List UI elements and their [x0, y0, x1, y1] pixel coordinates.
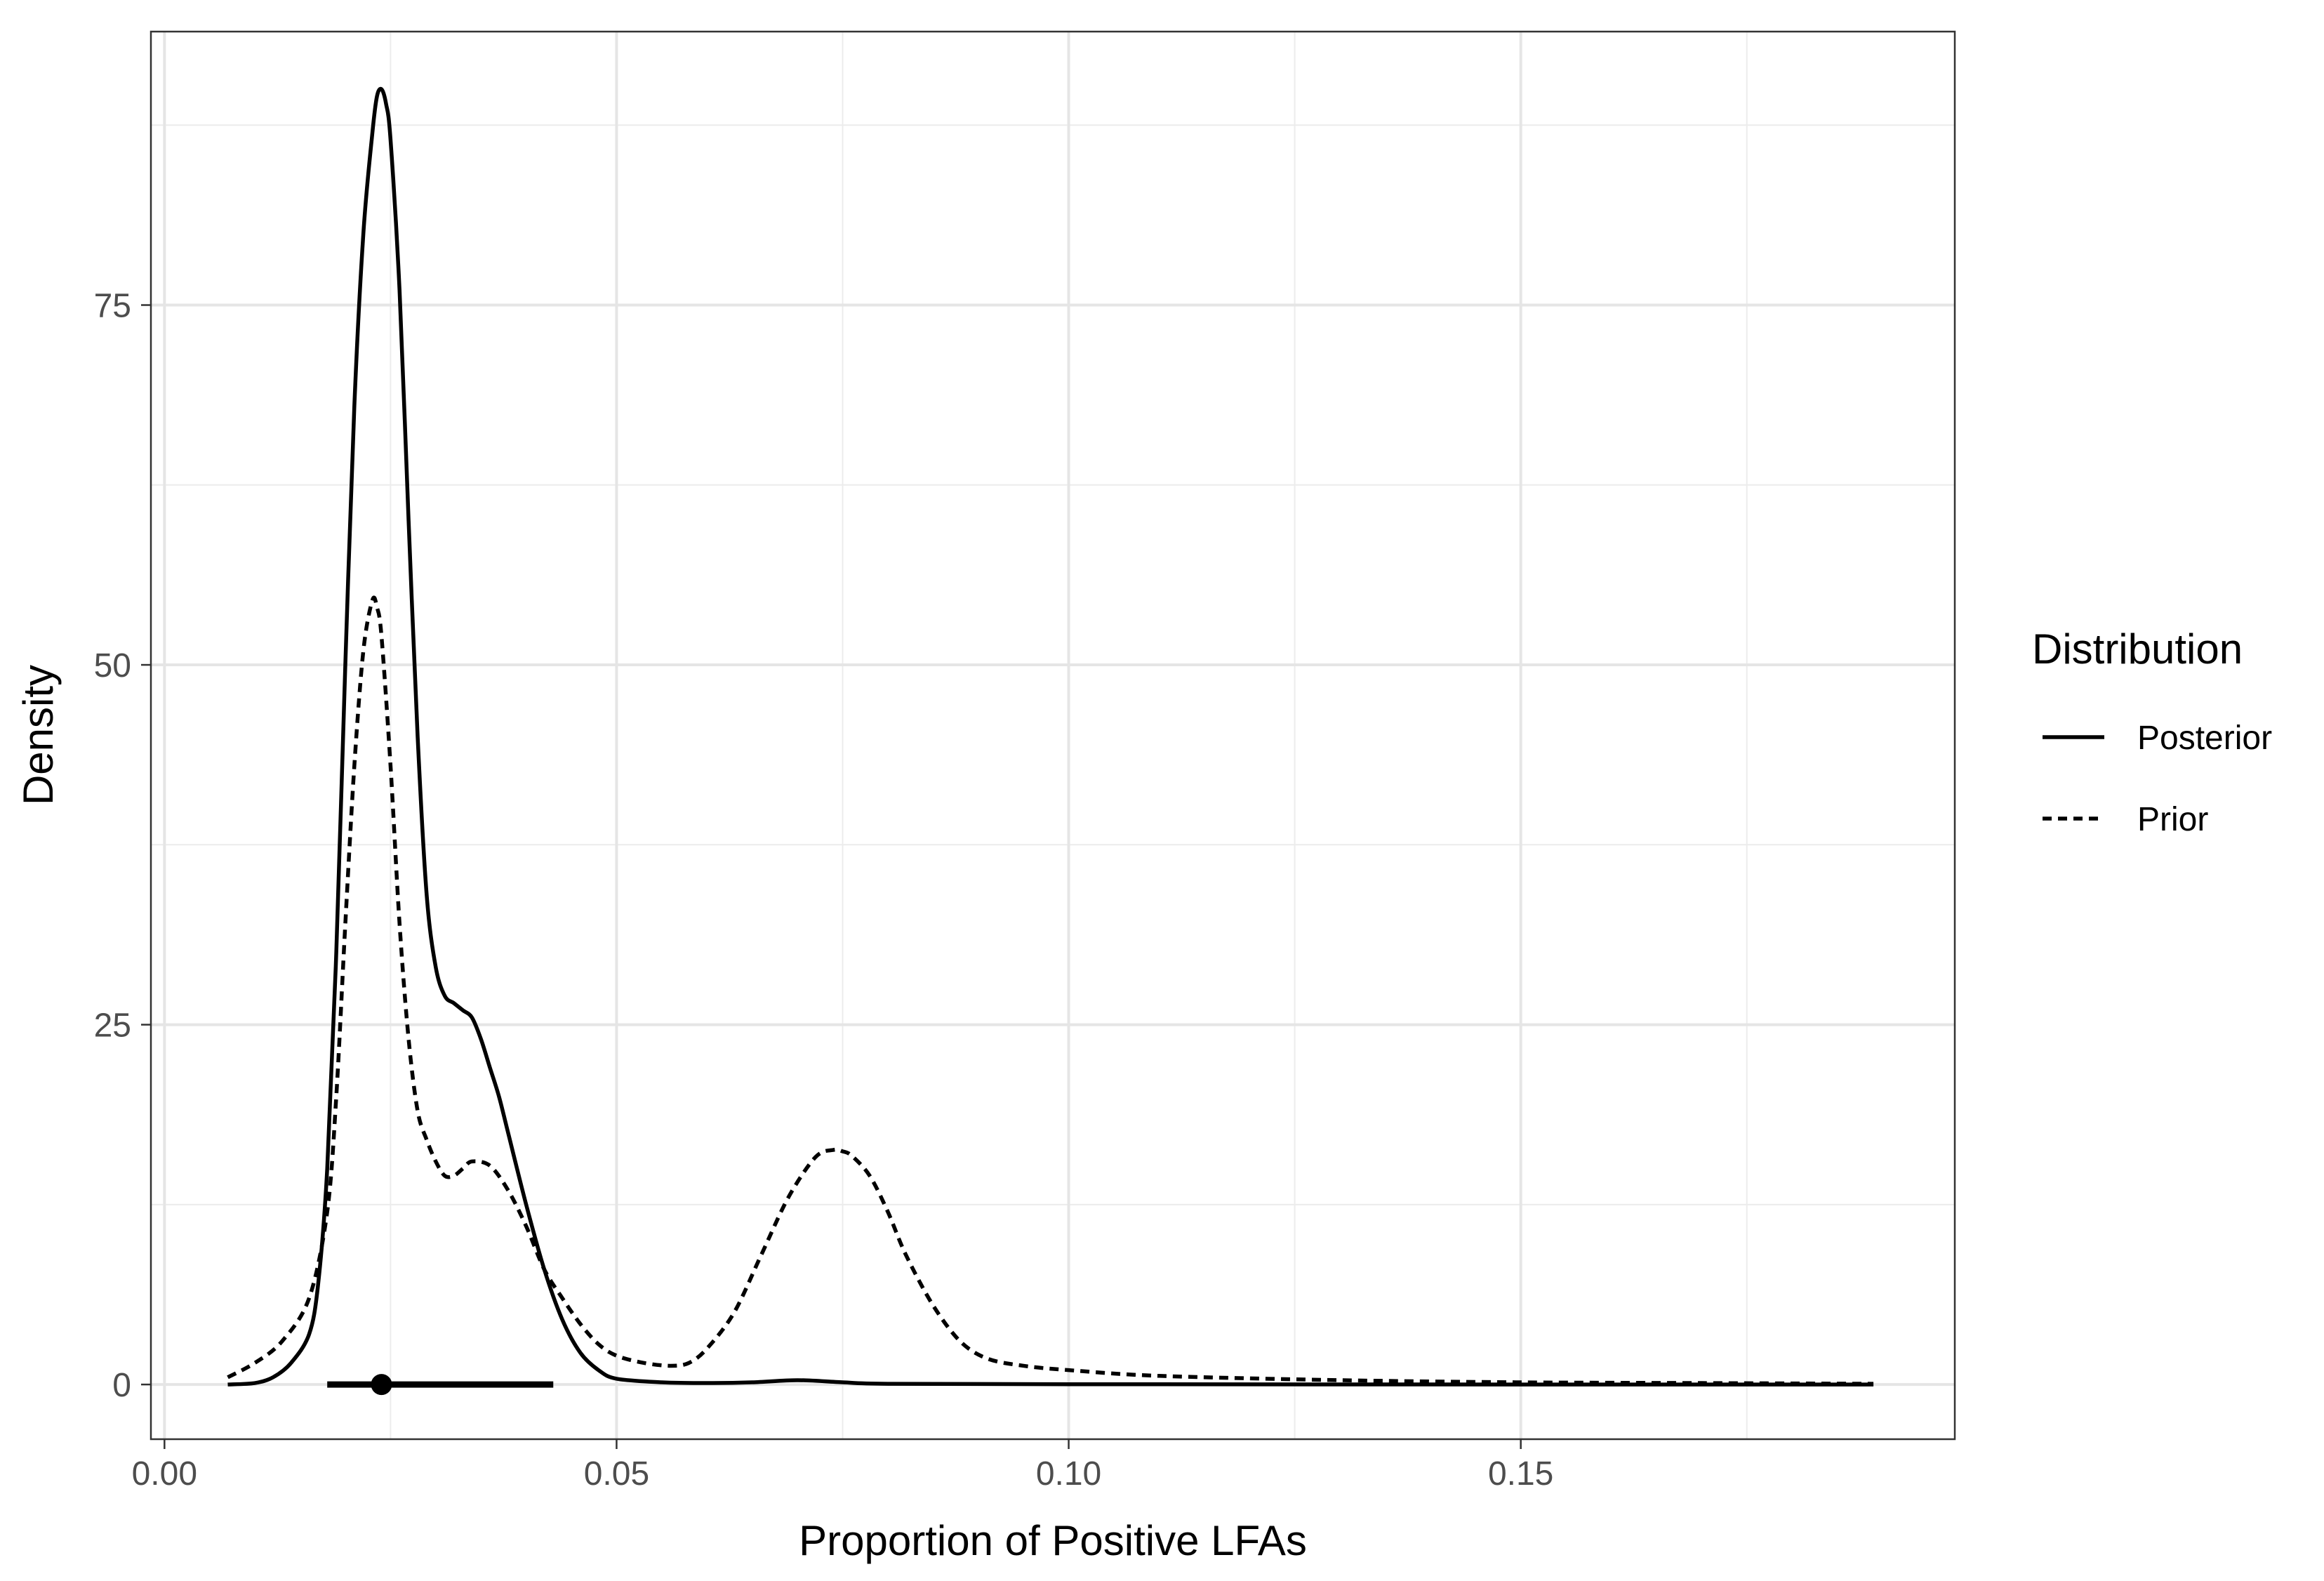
- series-line-posterior: [227, 86, 1874, 1387]
- minor-gridlines: [151, 32, 1955, 1439]
- series-layer: [227, 86, 1874, 1387]
- legend-label-posterior: Posterior: [2137, 720, 2272, 757]
- x-tick-label: 0.10: [1036, 1455, 1101, 1493]
- x-axis-title: Proportion of Positive LFAs: [799, 1517, 1307, 1564]
- legend: Distribution Posterior Prior: [2032, 626, 2272, 838]
- y-axis-ticks: 0 25 50 75: [94, 288, 151, 1404]
- legend-label-prior: Prior: [2137, 801, 2208, 838]
- legend-title: Distribution: [2032, 626, 2243, 673]
- x-tick-label: 0.15: [1488, 1455, 1553, 1493]
- point-estimate: [371, 1374, 392, 1396]
- x-tick-label: 0.05: [584, 1455, 649, 1493]
- x-axis-ticks: 0.00 0.05 0.10 0.15: [132, 1439, 1553, 1493]
- interval-layer: [327, 1374, 554, 1396]
- y-tick-label: 50: [94, 647, 131, 684]
- y-tick-label: 0: [112, 1367, 131, 1404]
- x-tick-label: 0.00: [132, 1455, 197, 1493]
- y-axis-title: Density: [15, 665, 62, 805]
- panel-border: [150, 30, 1956, 1441]
- y-tick-label: 75: [94, 288, 131, 325]
- y-tick-label: 25: [94, 1007, 131, 1045]
